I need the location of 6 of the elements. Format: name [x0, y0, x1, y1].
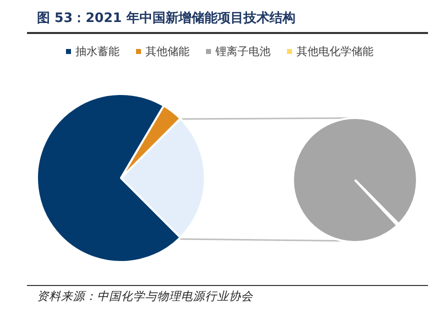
legend-label: 其他电化学储能: [296, 44, 374, 59]
legend-label: 锂离子电池: [214, 44, 270, 59]
legend-label: 抽水蓄能: [74, 44, 120, 59]
legend-label: 其他储能: [144, 44, 190, 59]
chart-title: 图 53：2021 年中国新增储能项目技术结构: [37, 10, 296, 27]
text: 资料来源：中国化学与物理电源行业协会: [37, 289, 254, 303]
